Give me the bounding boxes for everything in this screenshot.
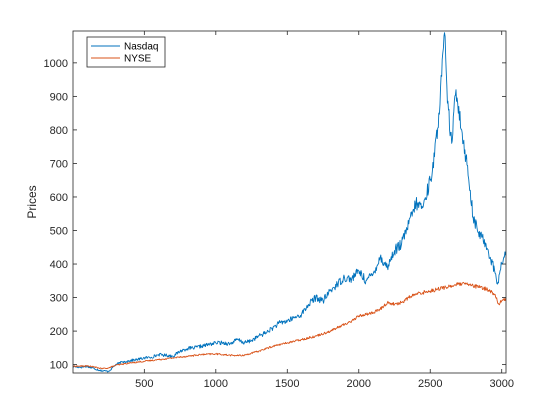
y-tick-label: 500 bbox=[50, 226, 68, 238]
x-tick-label: 3000 bbox=[489, 378, 513, 390]
series-line-nasdaq bbox=[73, 32, 506, 373]
y-tick-label: 400 bbox=[50, 259, 68, 271]
x-tick-label: 1000 bbox=[204, 378, 228, 390]
y-tick-label: 900 bbox=[50, 91, 68, 103]
x-tick-label: 500 bbox=[135, 378, 153, 390]
y-tick-label: 100 bbox=[50, 360, 68, 372]
x-tick-label: 2500 bbox=[418, 378, 442, 390]
y-axis-label: Prices bbox=[25, 185, 39, 218]
y-tick-label: 800 bbox=[50, 125, 68, 137]
series-layer bbox=[73, 32, 506, 373]
y-tick-label: 200 bbox=[50, 326, 68, 338]
y-tick-label: 700 bbox=[50, 158, 68, 170]
axis-ticks: 500 1000 1500 2000 2500 3000 100 200 300 400 500 60… bbox=[44, 31, 514, 390]
series-line-nyse bbox=[73, 281, 506, 370]
legend-label-nasdaq: Nasdaq bbox=[124, 42, 158, 53]
x-tick-label: 2000 bbox=[347, 378, 371, 390]
legend-box bbox=[86, 36, 166, 68]
y-tick-label: 1000 bbox=[44, 58, 68, 70]
y-tick-label: 300 bbox=[50, 293, 68, 305]
legend-label-nyse: NYSE bbox=[124, 54, 152, 65]
y-tick-label: 600 bbox=[50, 192, 68, 204]
plot-area-frame bbox=[72, 30, 507, 374]
x-tick-label: 1500 bbox=[275, 378, 299, 390]
